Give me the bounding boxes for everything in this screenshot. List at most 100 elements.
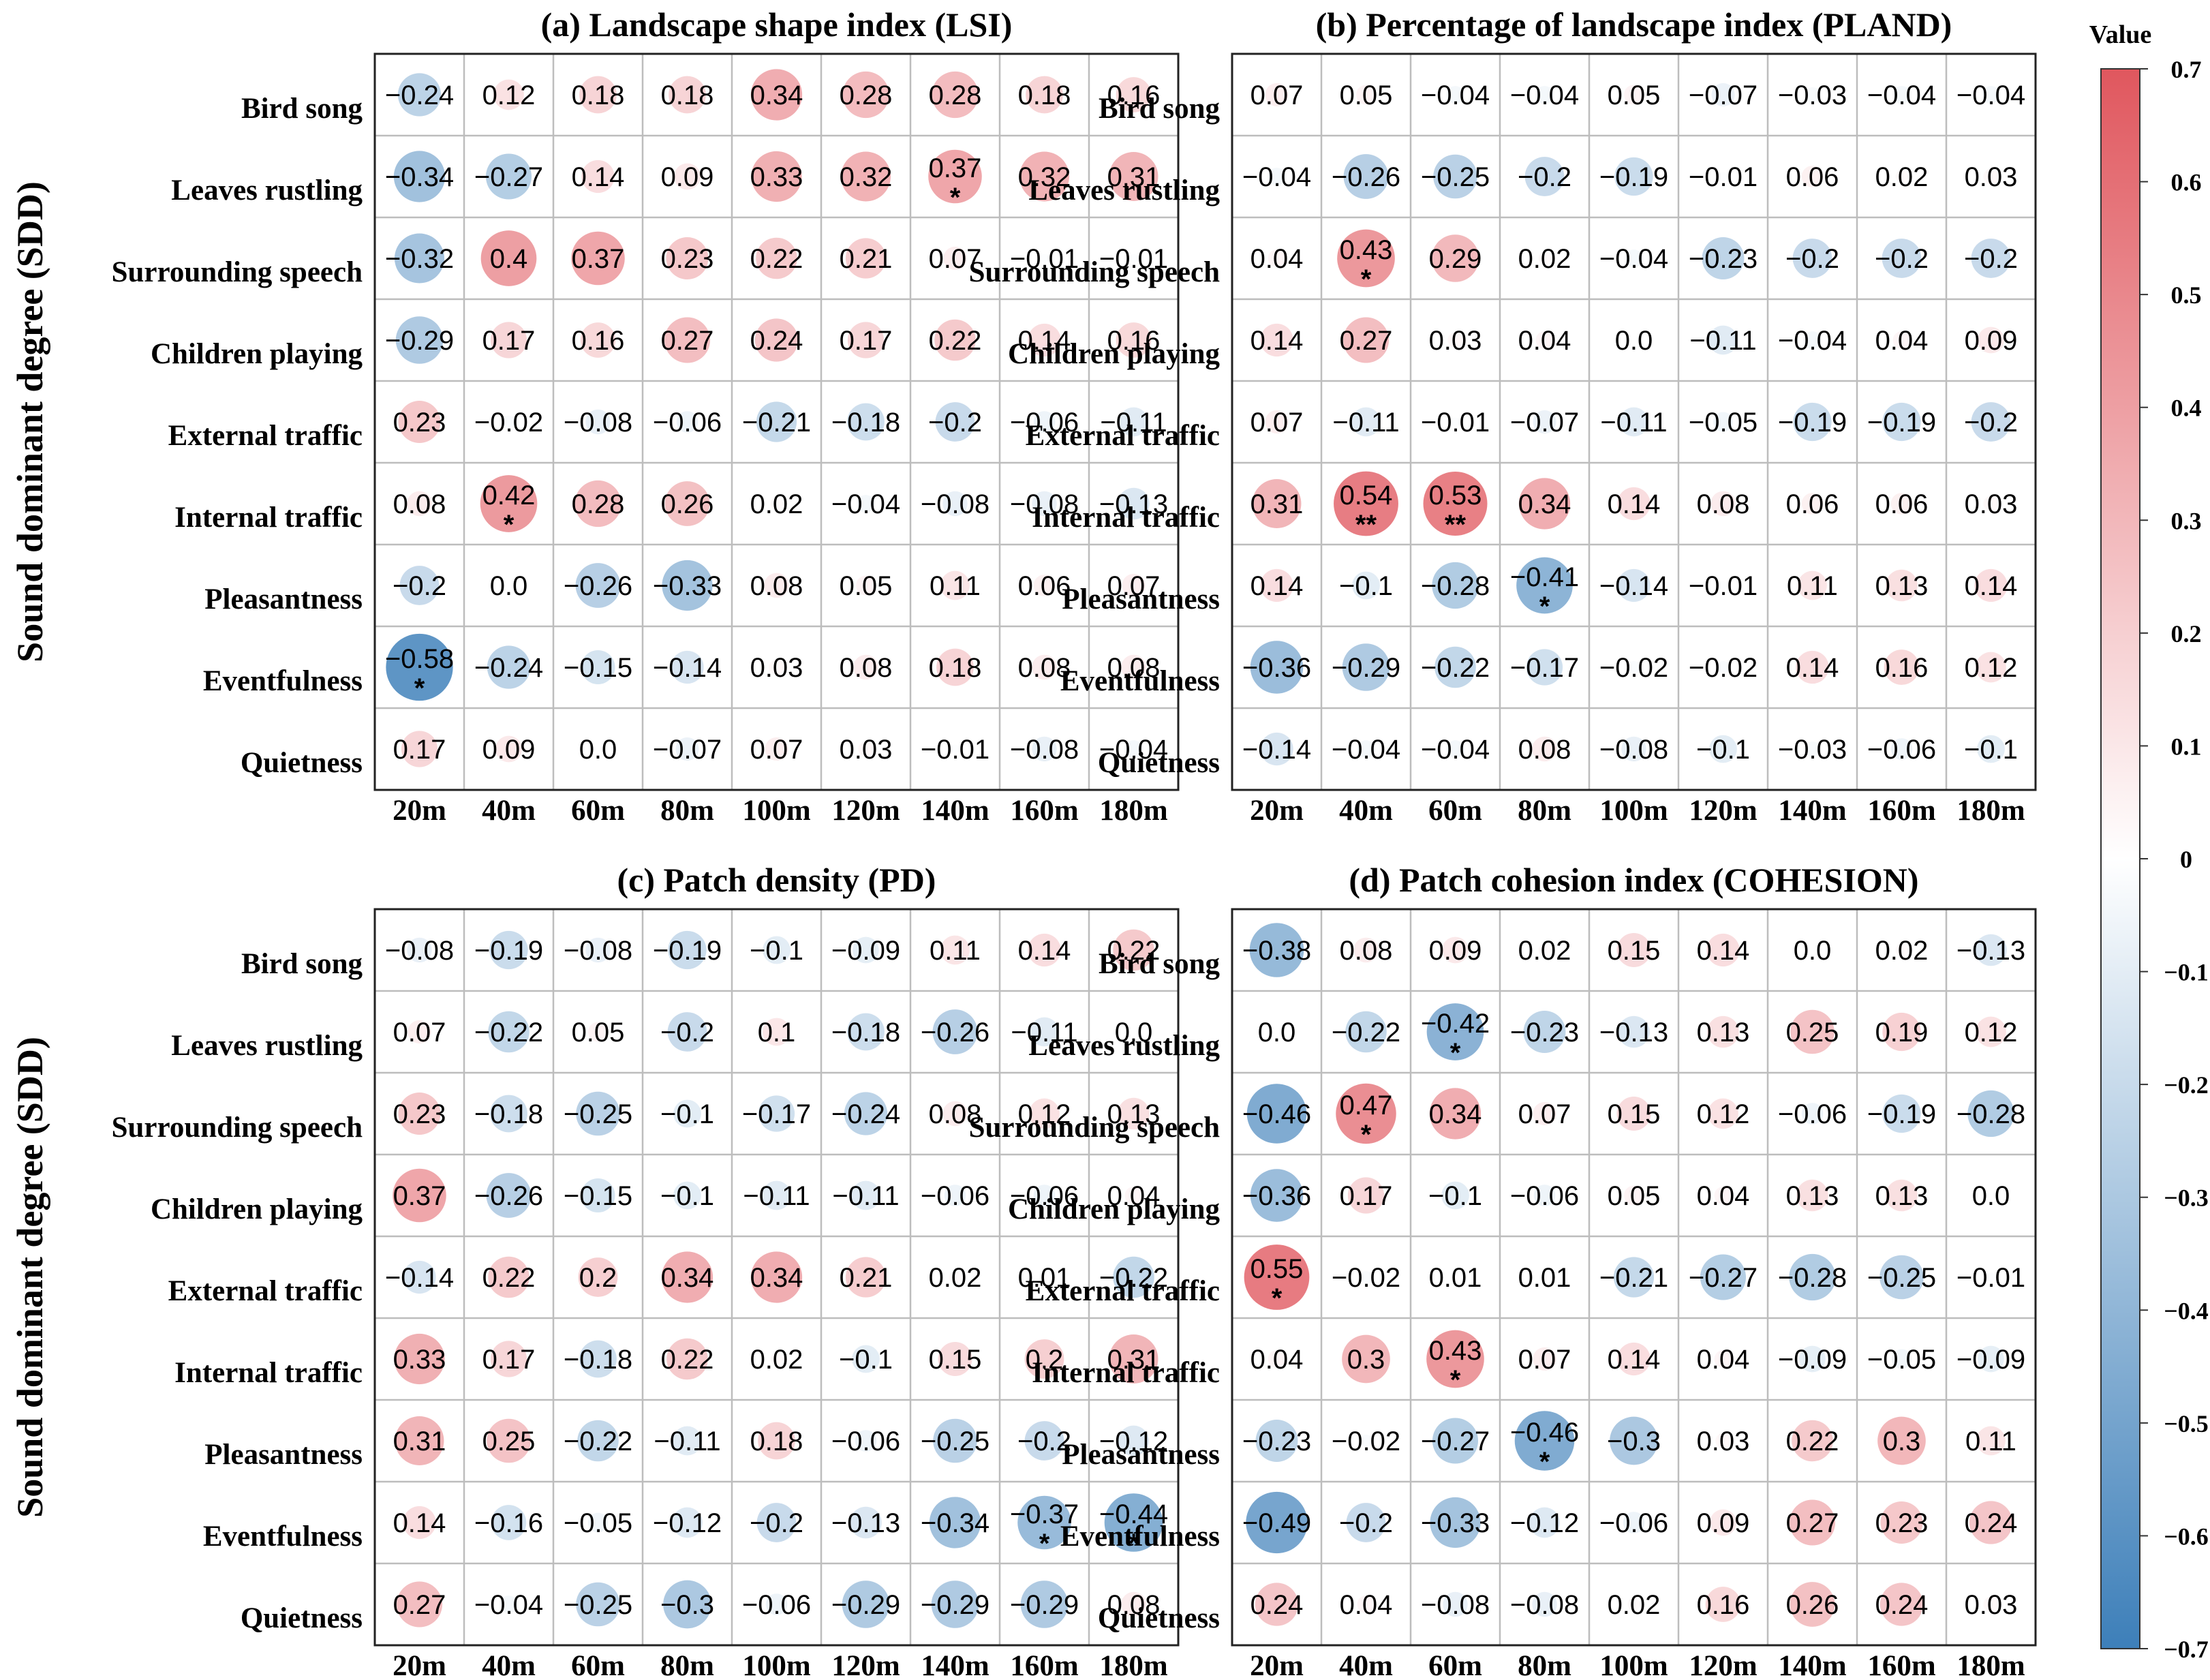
row-label: Leaves rustling <box>1028 174 1220 207</box>
correlation-bubble <box>1710 1509 1736 1536</box>
cell-value-label: 0.34 <box>661 1263 714 1293</box>
column-label: 60m <box>571 795 625 827</box>
correlation-bubble <box>1882 1094 1921 1133</box>
colorbar-tick-label: 0.3 <box>2171 507 2202 534</box>
correlation-bubble <box>1516 557 1573 614</box>
cell-value-label: 0.02 <box>750 489 803 519</box>
correlation-bubble <box>396 1581 443 1628</box>
cell-value-label: 0.08 <box>1107 653 1161 683</box>
cell-value-label: −0.12 <box>1099 1426 1168 1456</box>
cell-value-label: 0.07 <box>1518 1099 1571 1129</box>
correlation-bubble <box>407 937 432 963</box>
correlation-bubble <box>1443 1591 1468 1617</box>
correlation-bubble <box>928 149 982 204</box>
cell-value-label: 0.27 <box>1340 326 1393 356</box>
cell-value-label: 0.29 <box>1429 244 1482 274</box>
cell-value-label: −0.2 <box>1339 1508 1393 1538</box>
cell-value-label: −0.01 <box>1689 162 1758 192</box>
correlation-bubble <box>666 237 709 279</box>
correlation-bubble <box>397 73 442 117</box>
cell-value-label: −0.04 <box>1242 162 1311 192</box>
correlation-bubble <box>1717 660 1730 674</box>
row-label: Bird song <box>241 93 363 125</box>
correlation-bubble <box>1351 407 1381 437</box>
cell-value-label: 0.14 <box>1786 653 1839 683</box>
correlation-bubble <box>1104 1493 1163 1552</box>
correlation-bubble <box>394 1333 445 1385</box>
cell-value-label: 0.14 <box>1608 489 1661 519</box>
correlation-bubble <box>1798 570 1827 600</box>
correlation-bubble <box>1109 1334 1158 1384</box>
correlation-bubble <box>1623 1512 1645 1533</box>
cell-value-label: −0.2 <box>1017 1426 1071 1456</box>
correlation-bubble <box>1709 735 1737 763</box>
cell-value-label: 0.17 <box>393 735 446 765</box>
correlation-bubble <box>1538 251 1551 265</box>
cell-value-label: −0.01 <box>921 735 989 765</box>
cell-value-label: 0.17 <box>840 326 893 356</box>
correlation-bubble <box>1347 1177 1385 1214</box>
row-label: Surrounding speech <box>969 256 1220 288</box>
cell-value-label: 0.27 <box>1786 1508 1839 1538</box>
correlation-bubble <box>1446 740 1464 758</box>
cell-value-label: −0.02 <box>1599 653 1668 683</box>
correlation-bubble <box>588 1022 608 1042</box>
cell-value-label: 0.23 <box>393 1099 446 1129</box>
cell-value-label: −0.15 <box>564 653 632 683</box>
correlation-bubble <box>934 319 976 361</box>
correlation-bubble <box>1618 1015 1650 1048</box>
correlation-bubble <box>1540 1272 1549 1282</box>
correlation-bubble <box>929 1497 981 1548</box>
correlation-bubble <box>754 318 799 362</box>
correlation-bubble <box>1790 1009 1835 1054</box>
cell-value-label: 0.04 <box>1340 1590 1393 1620</box>
cell-value-label: 0.03 <box>1965 162 2018 192</box>
cell-value-label: −0.42 <box>1421 1009 1490 1039</box>
correlation-bubble <box>1882 239 1922 278</box>
cell-value-label: −0.15 <box>564 1181 632 1211</box>
cell-value-label: −0.25 <box>1867 1263 1936 1293</box>
correlation-bubble <box>1708 325 1738 355</box>
correlation-bubble <box>1024 1339 1064 1379</box>
panel-title: (d) Patch cohesion index (COHESION) <box>1349 861 1918 899</box>
correlation-bubble <box>769 659 784 675</box>
significance-marker: * <box>1361 264 1372 294</box>
correlation-bubble <box>1030 1017 1059 1047</box>
cell-value-label: 0.11 <box>930 936 981 966</box>
correlation-bubble <box>845 238 887 279</box>
cell-value-label: 0.33 <box>750 162 803 192</box>
cell-value-label: −0.36 <box>1242 653 1311 683</box>
cell-value-label: 0.03 <box>1965 489 2018 519</box>
cell-value-label: −0.13 <box>1599 1018 1668 1048</box>
cell-value-label: −0.22 <box>1421 653 1490 683</box>
correlation-bubble <box>576 1091 620 1136</box>
correlation-bubble <box>581 159 615 194</box>
column-label: 140m <box>1778 1650 1847 1680</box>
correlation-bubble <box>853 654 878 680</box>
correlation-bubble <box>1523 1011 1566 1053</box>
cell-value-label: −0.02 <box>1689 653 1758 683</box>
cell-value-label: 0.17 <box>482 326 536 356</box>
correlation-bubble <box>1121 1591 1146 1617</box>
correlation-bubble <box>1260 568 1293 602</box>
cell-value-label: −0.28 <box>1778 1263 1847 1293</box>
correlation-bubble <box>1708 1098 1738 1129</box>
row-label: Surrounding speech <box>112 256 363 288</box>
cell-value-label: −0.06 <box>831 1426 900 1456</box>
correlation-bubble <box>671 650 704 684</box>
correlation-bubble <box>851 1180 880 1210</box>
correlation-bubble <box>487 1418 531 1463</box>
cell-value-label: 0.18 <box>1018 80 1071 110</box>
correlation-bubble <box>1880 1501 1923 1544</box>
correlation-bubble <box>1118 487 1150 520</box>
cell-value-label: 0.0 <box>1615 326 1653 356</box>
column-label: 80m <box>660 795 714 827</box>
correlation-bubble <box>949 1270 962 1284</box>
correlation-bubble <box>1532 736 1557 762</box>
correlation-bubble <box>578 1257 618 1297</box>
cell-value-label: 0.06 <box>1786 162 1839 192</box>
correlation-bubble <box>1124 1187 1143 1204</box>
row-label: Quietness <box>1098 747 1220 779</box>
correlation-bubble <box>847 1013 885 1051</box>
